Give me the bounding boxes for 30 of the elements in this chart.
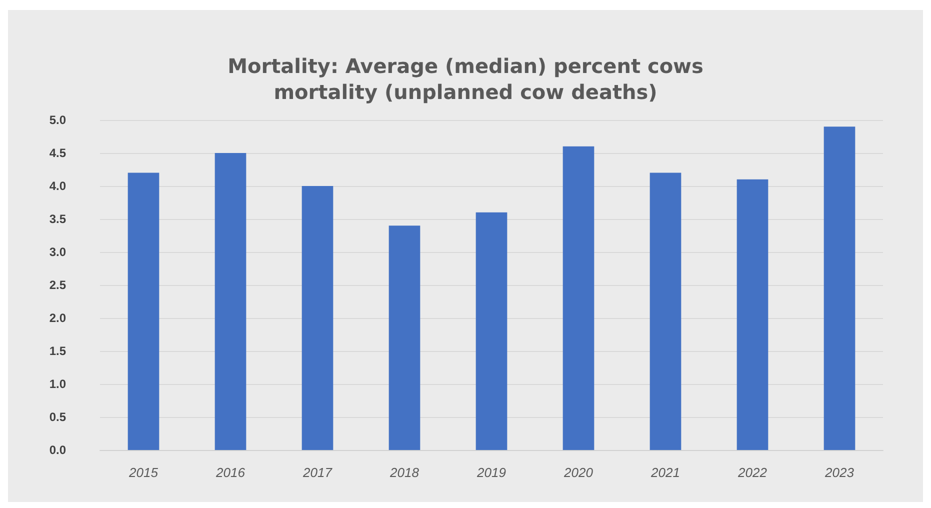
x-tick-label: 2015 bbox=[128, 465, 159, 480]
bar bbox=[476, 212, 508, 450]
x-tick-label: 2020 bbox=[563, 465, 594, 480]
chart-title: Mortality: Average (median) percent cows mortality (unplanned cow deaths) bbox=[228, 54, 704, 104]
y-tick-label: 0.0 bbox=[49, 443, 66, 457]
bar bbox=[824, 126, 856, 450]
y-tick-label: 1.5 bbox=[49, 344, 66, 358]
x-tick-label: 2022 bbox=[737, 465, 768, 480]
y-tick-label: 0.5 bbox=[49, 410, 66, 424]
y-tick-label: 2.0 bbox=[49, 311, 66, 325]
y-tick-label: 3.0 bbox=[49, 245, 66, 259]
y-tick-label: 4.0 bbox=[49, 179, 66, 193]
x-tick-label: 2023 bbox=[824, 465, 855, 480]
bar bbox=[736, 179, 768, 450]
bar bbox=[650, 172, 682, 450]
bar bbox=[128, 172, 160, 450]
bar bbox=[302, 186, 334, 450]
bar bbox=[388, 226, 420, 450]
bar bbox=[214, 153, 246, 450]
y-tick-label: 4.5 bbox=[49, 146, 66, 160]
y-tick-label: 1.0 bbox=[49, 377, 66, 391]
y-tick-label: 5.0 bbox=[49, 113, 66, 127]
x-tick-label: 2016 bbox=[215, 465, 246, 480]
y-tick-label: 2.5 bbox=[49, 278, 66, 292]
x-tick-label: 2018 bbox=[389, 465, 420, 480]
y-tick-label: 3.5 bbox=[49, 212, 66, 226]
x-tick-label: 2017 bbox=[302, 465, 333, 480]
bar bbox=[562, 146, 594, 450]
x-tick-label: 2019 bbox=[476, 465, 506, 480]
x-tick-label: 2021 bbox=[650, 465, 680, 480]
